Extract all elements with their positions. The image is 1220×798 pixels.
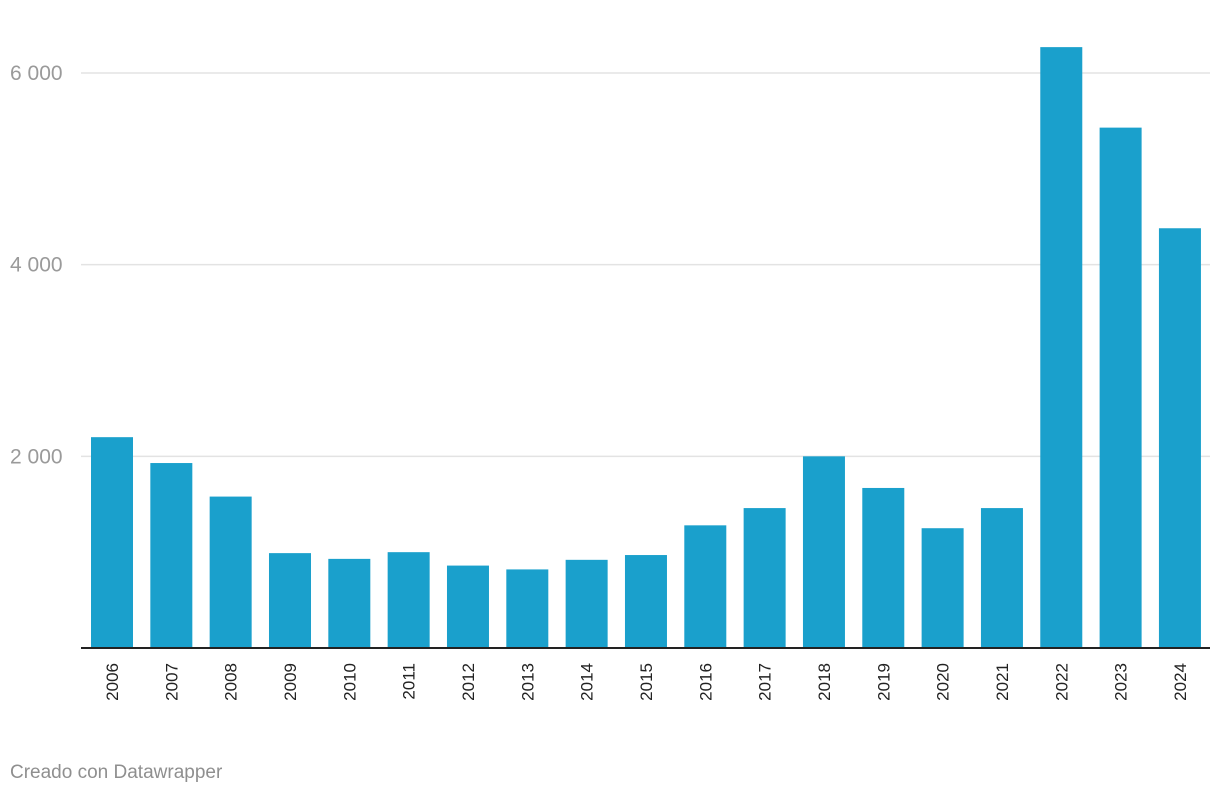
bar-chart: 2 000 4 000 6 000 2006 2007 2008 2009 2010 2011 2… (10, 47, 1210, 701)
x-tick-label: 2022 (1052, 663, 1071, 701)
x-tick-label: 2013 (518, 663, 537, 701)
bar-2015 (624, 555, 667, 648)
bar-2006 (91, 437, 133, 648)
x-tick-label: 2006 (103, 663, 122, 701)
bar-layer (91, 47, 1201, 648)
bar-2022 (1040, 47, 1083, 648)
bar-2009 (268, 553, 311, 648)
bar-2008 (209, 496, 252, 648)
x-tick-label: 2009 (281, 663, 300, 701)
y-tick-label: 2 000 (10, 445, 63, 468)
x-tick-label: 2021 (993, 663, 1012, 701)
bar-2012 (446, 565, 489, 648)
bar-2011 (387, 552, 430, 648)
bar-2018 (802, 456, 845, 648)
bar-2023 (1099, 127, 1142, 648)
bar-2013 (506, 569, 549, 648)
x-tick-label: 2011 (400, 663, 419, 700)
bar-2017 (743, 508, 786, 648)
y-tick-label: 6 000 (10, 62, 63, 85)
x-tick-label: 2014 (578, 663, 597, 701)
x-tick-label: 2007 (162, 663, 181, 701)
x-tick-label: 2016 (696, 663, 715, 701)
axis-layer: 2 000 4 000 6 000 2006 2007 2008 2009 2010 2011 2… (10, 62, 1210, 701)
bar-2016 (684, 525, 727, 648)
bar-2019 (862, 487, 905, 648)
bar-2010 (328, 558, 371, 648)
y-tick-label: 4 000 (10, 254, 63, 277)
x-tick-label: 2012 (459, 663, 478, 701)
x-tick-label: 2010 (340, 663, 359, 701)
bar-2014 (565, 559, 608, 648)
bar-2024 (1158, 228, 1201, 648)
bar-2007 (150, 463, 193, 648)
grid-layer (81, 72, 1210, 458)
footer-credit: Creado con Datawrapper (10, 762, 223, 783)
x-tick-label: 2023 (1112, 663, 1131, 701)
x-tick-label: 2015 (637, 663, 656, 701)
bar-2021 (980, 508, 1023, 648)
bar-2020 (921, 528, 964, 648)
x-tick-label: 2017 (756, 663, 775, 701)
x-tick-label: 2018 (815, 663, 834, 701)
x-tick-label: 2024 (1171, 663, 1190, 701)
x-tick-label: 2019 (874, 663, 893, 701)
x-tick-label: 2020 (934, 663, 953, 701)
x-tick-label: 2008 (222, 663, 241, 701)
